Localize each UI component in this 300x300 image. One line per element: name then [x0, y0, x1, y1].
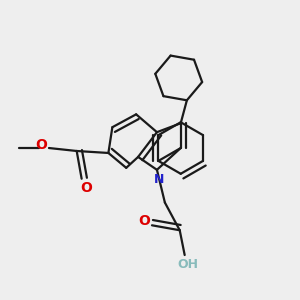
Text: O: O [35, 138, 47, 152]
Text: N: N [154, 173, 164, 186]
Text: OH: OH [177, 258, 198, 272]
Text: O: O [138, 214, 150, 228]
Text: O: O [81, 181, 92, 195]
